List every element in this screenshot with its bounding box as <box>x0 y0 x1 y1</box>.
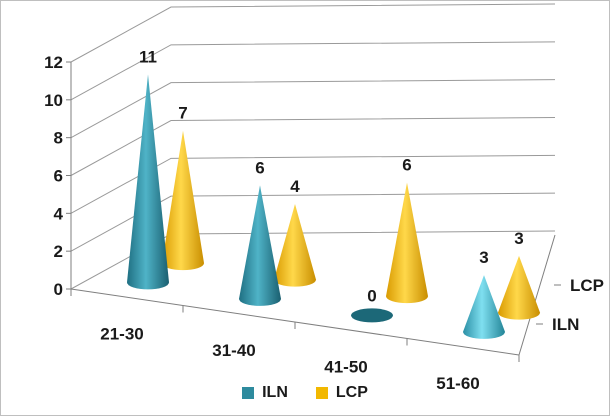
cone-iln-41-50 <box>351 308 393 323</box>
marks-layer <box>127 74 540 339</box>
cone-iln-21-30 <box>127 74 169 290</box>
data-label: 3 <box>479 248 488 267</box>
cone-body <box>274 203 316 287</box>
legend-item-iln: ILN <box>242 384 288 402</box>
gridline <box>70 192 556 252</box>
cone-iln-31-40 <box>239 185 281 306</box>
x-tick-label: 41-50 <box>324 357 367 376</box>
x-tick-label: 21-30 <box>100 324 143 343</box>
data-label: 6 <box>255 158 264 177</box>
data-label: 7 <box>178 104 187 123</box>
y-tick-label: 8 <box>54 129 63 148</box>
data-label: 0 <box>367 286 376 305</box>
gridline <box>70 3 556 63</box>
cone-lcp-21-30 <box>162 130 204 271</box>
y-tick-label: 4 <box>54 204 64 223</box>
cone-body <box>162 130 204 271</box>
data-label: 11 <box>139 47 157 66</box>
gridline <box>70 41 556 101</box>
legend-label-lcp: LCP <box>335 384 368 401</box>
cone-lcp-41-50 <box>386 182 428 304</box>
y-tick-label: 10 <box>44 91 63 110</box>
legend-item-lcp: LCP <box>315 384 368 402</box>
legend: ILN LCP <box>0 384 610 402</box>
gridline <box>70 154 556 214</box>
data-label: 3 <box>514 229 523 248</box>
data-label: 4 <box>290 177 300 196</box>
x-tick-label: 31-40 <box>212 341 255 360</box>
x-tick-label: 51-60 <box>436 374 479 393</box>
depth-tick-label: LCP <box>570 276 604 295</box>
cone-lcp-31-40 <box>274 203 316 287</box>
cone-base <box>351 308 393 323</box>
cone-iln-51-60 <box>463 275 505 339</box>
cone-body <box>463 275 505 339</box>
axis-layer <box>66 61 561 362</box>
y-tick-label: 2 <box>54 242 63 261</box>
cone-lcp-51-60 <box>498 255 540 320</box>
gridline <box>70 79 556 139</box>
y-tick-label: 6 <box>54 167 63 186</box>
cone-body <box>498 255 540 320</box>
cone-body <box>127 74 169 290</box>
gridline <box>70 117 556 176</box>
cone-body <box>239 185 281 306</box>
legend-swatch-iln <box>242 387 255 399</box>
depth-axis-line <box>518 234 556 356</box>
legend-swatch-lcp <box>315 387 328 399</box>
y-tick-label: 0 <box>54 280 63 299</box>
data-label: 6 <box>402 156 411 175</box>
depth-tick-label: ILN <box>552 315 579 334</box>
cone-body <box>386 182 428 304</box>
y-tick-label: 12 <box>44 53 63 72</box>
label-layer: 0 2 4 6 8 10 12 21-30 31-40 41-50 51-60 LCP ILN 7 4 6 3 1… <box>44 47 604 392</box>
legend-label-iln: ILN <box>262 384 288 401</box>
grid-layer <box>70 3 556 290</box>
